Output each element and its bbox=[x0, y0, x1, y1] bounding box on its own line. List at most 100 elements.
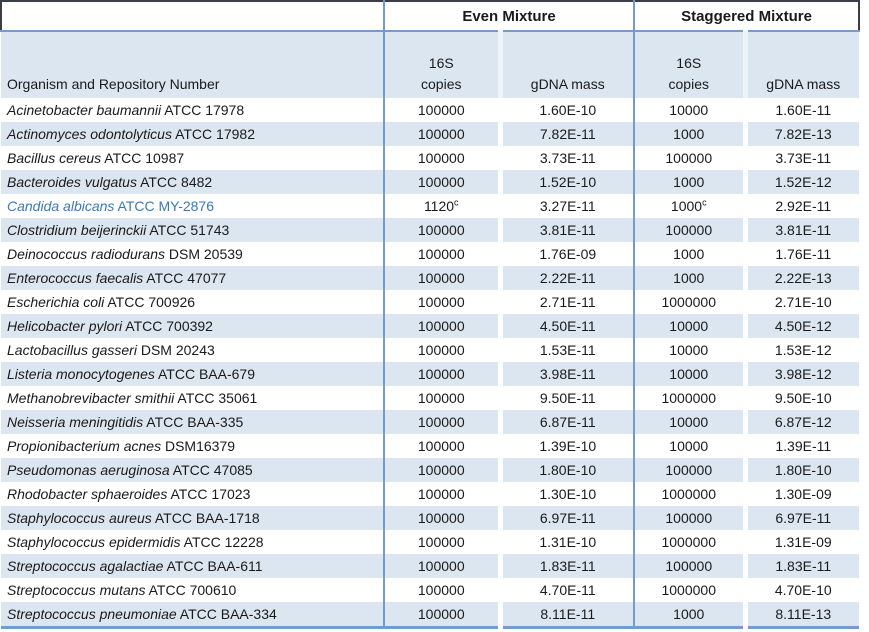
repository-number: ATCC 8482 bbox=[136, 174, 213, 190]
organism-name: Escherichia coli bbox=[7, 294, 105, 310]
staggered-16s-copies-cell: 1000 bbox=[633, 242, 745, 266]
footnote-marker: c bbox=[454, 197, 459, 208]
staggered-gdna-mass-header: gDNA mass bbox=[742, 31, 859, 98]
even-gdna-mass-cell: 1.80E-10 bbox=[497, 458, 634, 482]
footnote-marker: c bbox=[702, 197, 707, 208]
repository-number: ATCC BAA-335 bbox=[143, 414, 244, 430]
even-16s-copies-cell: 100000 bbox=[383, 218, 500, 242]
even-16s-copies-cell: 100000 bbox=[383, 146, 500, 170]
even-gdna-mass-cell: 6.87E-11 bbox=[497, 410, 634, 434]
organism-cell: Bacteroides vulgatus ATCC 8482 bbox=[1, 170, 384, 194]
staggered-gdna-mass-cell: 3.98E-12 bbox=[742, 362, 859, 386]
staggered-16s-copies-cell: 100000 bbox=[633, 506, 745, 530]
table-row: Clostridium beijerinckii ATCC 51743 10000… bbox=[1, 218, 859, 242]
repository-number: DSM16379 bbox=[161, 438, 236, 454]
even-16s-copies-cell: 100000 bbox=[383, 362, 500, 386]
organism-cell: Listeria monocytogenes ATCC BAA-679 bbox=[1, 362, 384, 386]
staggered-gdna-mass-cell: 6.87E-12 bbox=[742, 410, 859, 434]
organism-name: Bacillus cereus bbox=[7, 150, 102, 166]
copies-label: copies bbox=[421, 75, 462, 92]
organism-cell: Methanobrevibacter smithii ATCC 35061 bbox=[1, 386, 384, 410]
even-16s-copies-cell: 100000 bbox=[383, 434, 500, 458]
organism-name: Lactobacillus gasseri bbox=[7, 342, 137, 358]
even-gdna-mass-cell: 1.52E-10 bbox=[497, 170, 634, 194]
staggered-16s-copies-cell: 10000 bbox=[633, 362, 745, 386]
repository-number: DSM 20243 bbox=[136, 342, 215, 358]
repository-number: ATCC BAA-679 bbox=[154, 366, 255, 382]
organism-name: Listeria monocytogenes bbox=[7, 366, 155, 382]
organism-name: Propionibacterium acnes bbox=[7, 438, 162, 454]
repository-number: ATCC 17978 bbox=[161, 102, 245, 118]
staggered-16s-copies-cell: 10000 bbox=[633, 434, 745, 458]
repository-number: ATCC 51743 bbox=[146, 222, 230, 238]
even-gdna-mass-cell: 3.81E-11 bbox=[497, 218, 634, 242]
staggered-gdna-mass-cell: 1.60E-11 bbox=[742, 98, 859, 122]
repository-number: ATCC 47085 bbox=[169, 462, 253, 478]
organism-cell: Neisseria meningitidis ATCC BAA-335 bbox=[1, 410, 384, 434]
staggered-gdna-mass-cell: 2.92E-11 bbox=[742, 194, 859, 218]
staggered-16s-copies-cell: 1000 bbox=[633, 170, 745, 194]
organism-name: Acinetobacter baumannii bbox=[7, 102, 162, 118]
even-gdna-mass-cell: 2.22E-11 bbox=[497, 266, 634, 290]
table-row: Candida albicans ATCC MY-2876 1120c 3.27E-… bbox=[1, 194, 859, 218]
even-16s-copies-cell: 100000 bbox=[383, 242, 500, 266]
organism-name: Clostridium beijerinckii bbox=[7, 222, 147, 238]
staggered-16s-copies-cell: 1000000 bbox=[633, 578, 745, 602]
organism-name: Pseudomonas aeruginosa bbox=[7, 462, 170, 478]
organism-cell: Actinomyces odontolyticus ATCC 17982 bbox=[1, 122, 384, 146]
table-row: Rhodobacter sphaeroides ATCC 17023 100000… bbox=[1, 482, 859, 506]
organism-name: Candida albicans bbox=[7, 198, 115, 214]
even-gdna-mass-cell: 9.50E-11 bbox=[497, 386, 634, 410]
organism-cell: Streptococcus agalactiae ATCC BAA-611 bbox=[1, 554, 384, 578]
even-16s-copies-cell: 100000 bbox=[383, 482, 500, 506]
table-row: Bacillus cereus ATCC 10987 100000 3.73E-11… bbox=[1, 146, 859, 170]
repository-number: ATCC 700610 bbox=[145, 582, 237, 598]
organism-cell: Escherichia coli ATCC 700926 bbox=[1, 290, 384, 314]
table-row: Actinomyces odontolyticus ATCC 17982 1000… bbox=[1, 122, 859, 146]
corner-cell bbox=[0, 1, 384, 32]
organism-name: Methanobrevibacter smithii bbox=[7, 390, 175, 406]
repository-number: ATCC BAA-1718 bbox=[151, 510, 260, 526]
organism-cell: Rhodobacter sphaeroides ATCC 17023 bbox=[1, 482, 384, 506]
staggered-gdna-mass-cell: 1.30E-09 bbox=[742, 482, 859, 506]
even-16s-copies-cell: 100000 bbox=[383, 578, 500, 602]
even-16s-copies-cell: 100000 bbox=[383, 290, 500, 314]
staggered-gdna-mass-cell: 2.22E-13 bbox=[742, 266, 859, 290]
organism-name: Actinomyces odontolyticus bbox=[7, 126, 172, 142]
even-mixture-header: Even Mixture bbox=[383, 1, 634, 32]
organism-name: Rhodobacter sphaeroides bbox=[7, 486, 168, 502]
repository-number: ATCC 17023 bbox=[167, 486, 251, 502]
staggered-16s-copies-cell: 10000 bbox=[633, 338, 745, 362]
table-row: Neisseria meningitidis ATCC BAA-335 10000… bbox=[1, 410, 859, 434]
staggered-gdna-mass-cell: 1.83E-11 bbox=[742, 554, 859, 578]
staggered-gdna-mass-cell: 4.50E-12 bbox=[742, 314, 859, 338]
even-16s-copies-cell: 100000 bbox=[383, 314, 500, 338]
group-header-row: Even Mixture Staggered Mixture bbox=[0, 1, 860, 32]
even-gdna-mass-cell: 7.82E-11 bbox=[497, 122, 634, 146]
repository-number: DSM 20539 bbox=[164, 246, 243, 262]
staggered-16s-copies-cell: 1000000 bbox=[633, 482, 745, 506]
table-row: Streptococcus pneumoniae ATCC BAA-334 100… bbox=[1, 602, 859, 628]
staggered-gdna-mass-cell: 1.52E-12 bbox=[742, 170, 859, 194]
table-row: Bacteroides vulgatus ATCC 8482 100000 1.52… bbox=[1, 170, 859, 194]
staggered-gdna-mass-cell: 7.82E-13 bbox=[742, 122, 859, 146]
organism-name: Helicobacter pylori bbox=[7, 318, 123, 334]
even-gdna-mass-cell: 4.70E-11 bbox=[497, 578, 634, 602]
organism-cell: Clostridium beijerinckii ATCC 51743 bbox=[1, 218, 384, 242]
even-16s-copies-cell: 100000 bbox=[383, 602, 500, 628]
table-row: Staphylococcus aureus ATCC BAA-1718 10000… bbox=[1, 506, 859, 530]
organism-cell: Helicobacter pylori ATCC 700392 bbox=[1, 314, 384, 338]
even-gdna-mass-cell: 3.27E-11 bbox=[497, 194, 634, 218]
even-gdna-mass-cell: 1.76E-09 bbox=[497, 242, 634, 266]
even-16s-copies-cell: 100000 bbox=[383, 266, 500, 290]
organism-cell: Bacillus cereus ATCC 10987 bbox=[1, 146, 384, 170]
even-16s-copies-cell: 100000 bbox=[383, 410, 500, 434]
even-16s-copies-cell: 100000 bbox=[383, 530, 500, 554]
copies-label: copies bbox=[668, 75, 709, 92]
organism-cell: Streptococcus mutans ATCC 700610 bbox=[1, 578, 384, 602]
organism-cell: Pseudomonas aeruginosa ATCC 47085 bbox=[1, 458, 384, 482]
column-header-row: Organism and Repository Number 16S copie… bbox=[1, 31, 859, 98]
organism-cell: Propionibacterium acnes DSM16379 bbox=[1, 434, 384, 458]
table-row: Streptococcus mutans ATCC 700610 100000 4.… bbox=[1, 578, 859, 602]
staggered-16s-copies-cell: 1000000 bbox=[633, 530, 745, 554]
